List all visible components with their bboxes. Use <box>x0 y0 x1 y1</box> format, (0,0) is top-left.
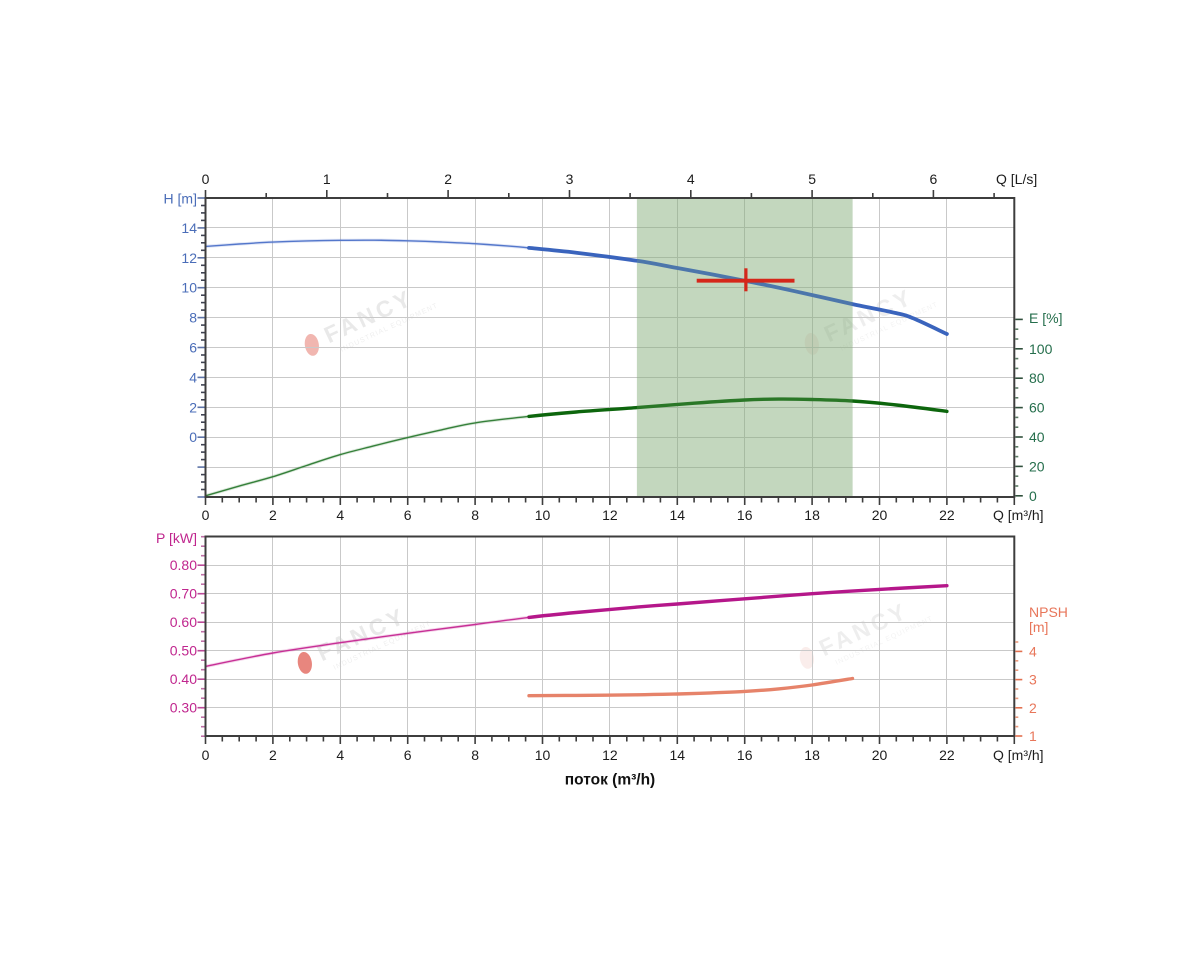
svg-text:4: 4 <box>687 171 695 187</box>
svg-text:6: 6 <box>404 747 412 763</box>
svg-text:1: 1 <box>1029 728 1037 744</box>
svg-text:16: 16 <box>737 747 753 763</box>
svg-text:14: 14 <box>670 747 686 763</box>
svg-text:40: 40 <box>1029 429 1045 445</box>
svg-text:2: 2 <box>269 747 277 763</box>
svg-text:0: 0 <box>202 747 210 763</box>
svg-text:Q [L/s]: Q [L/s] <box>996 171 1037 187</box>
svg-text:0.70: 0.70 <box>170 586 197 602</box>
svg-text:14: 14 <box>181 220 197 236</box>
svg-text:NPSH: NPSH <box>1029 604 1068 620</box>
svg-text:0.50: 0.50 <box>170 643 197 659</box>
svg-text:4: 4 <box>336 747 344 763</box>
svg-text:10: 10 <box>535 507 551 523</box>
svg-text:0: 0 <box>202 507 210 523</box>
svg-text:[m]: [m] <box>1029 619 1048 635</box>
svg-text:12: 12 <box>602 507 618 523</box>
svg-text:1: 1 <box>323 171 331 187</box>
svg-text:3: 3 <box>1029 672 1037 688</box>
svg-text:4: 4 <box>336 507 344 523</box>
svg-text:18: 18 <box>804 747 820 763</box>
svg-text:80: 80 <box>1029 370 1045 386</box>
svg-text:P [kW]: P [kW] <box>156 530 197 546</box>
svg-text:20: 20 <box>872 507 888 523</box>
svg-text:60: 60 <box>1029 400 1045 416</box>
svg-text:0: 0 <box>1029 488 1037 504</box>
svg-text:0: 0 <box>189 429 197 445</box>
svg-text:12: 12 <box>602 747 618 763</box>
svg-text:20: 20 <box>1029 458 1045 474</box>
svg-text:18: 18 <box>804 507 820 523</box>
svg-text:0: 0 <box>202 171 210 187</box>
svg-text:H [m]: H [m] <box>164 191 197 207</box>
svg-text:6: 6 <box>404 507 412 523</box>
svg-text:6: 6 <box>930 171 938 187</box>
svg-text:10: 10 <box>535 747 551 763</box>
svg-text:поток (m³/h): поток (m³/h) <box>565 772 655 789</box>
svg-text:Q [m³/h]: Q [m³/h] <box>993 507 1044 523</box>
svg-text:2: 2 <box>189 399 197 415</box>
svg-text:0.40: 0.40 <box>170 671 197 687</box>
svg-text:E [%]: E [%] <box>1029 310 1062 326</box>
svg-text:8: 8 <box>471 507 479 523</box>
svg-text:2: 2 <box>269 507 277 523</box>
svg-text:8: 8 <box>189 310 197 326</box>
svg-text:10: 10 <box>181 280 197 296</box>
svg-text:22: 22 <box>939 507 955 523</box>
svg-text:2: 2 <box>1029 700 1037 716</box>
svg-text:5: 5 <box>808 171 816 187</box>
svg-text:0.30: 0.30 <box>170 700 197 716</box>
svg-text:12: 12 <box>181 250 197 266</box>
svg-text:100: 100 <box>1029 341 1053 357</box>
svg-text:0.60: 0.60 <box>170 614 197 630</box>
svg-text:14: 14 <box>670 507 686 523</box>
svg-text:22: 22 <box>939 747 955 763</box>
svg-text:6: 6 <box>189 340 197 356</box>
svg-text:2: 2 <box>444 171 452 187</box>
svg-text:8: 8 <box>471 747 479 763</box>
svg-text:16: 16 <box>737 507 753 523</box>
svg-text:20: 20 <box>872 747 888 763</box>
svg-text:4: 4 <box>1029 643 1037 659</box>
svg-text:4: 4 <box>189 369 197 385</box>
svg-text:0.80: 0.80 <box>170 557 197 573</box>
svg-text:Q [m³/h]: Q [m³/h] <box>993 747 1044 763</box>
svg-text:3: 3 <box>566 171 574 187</box>
